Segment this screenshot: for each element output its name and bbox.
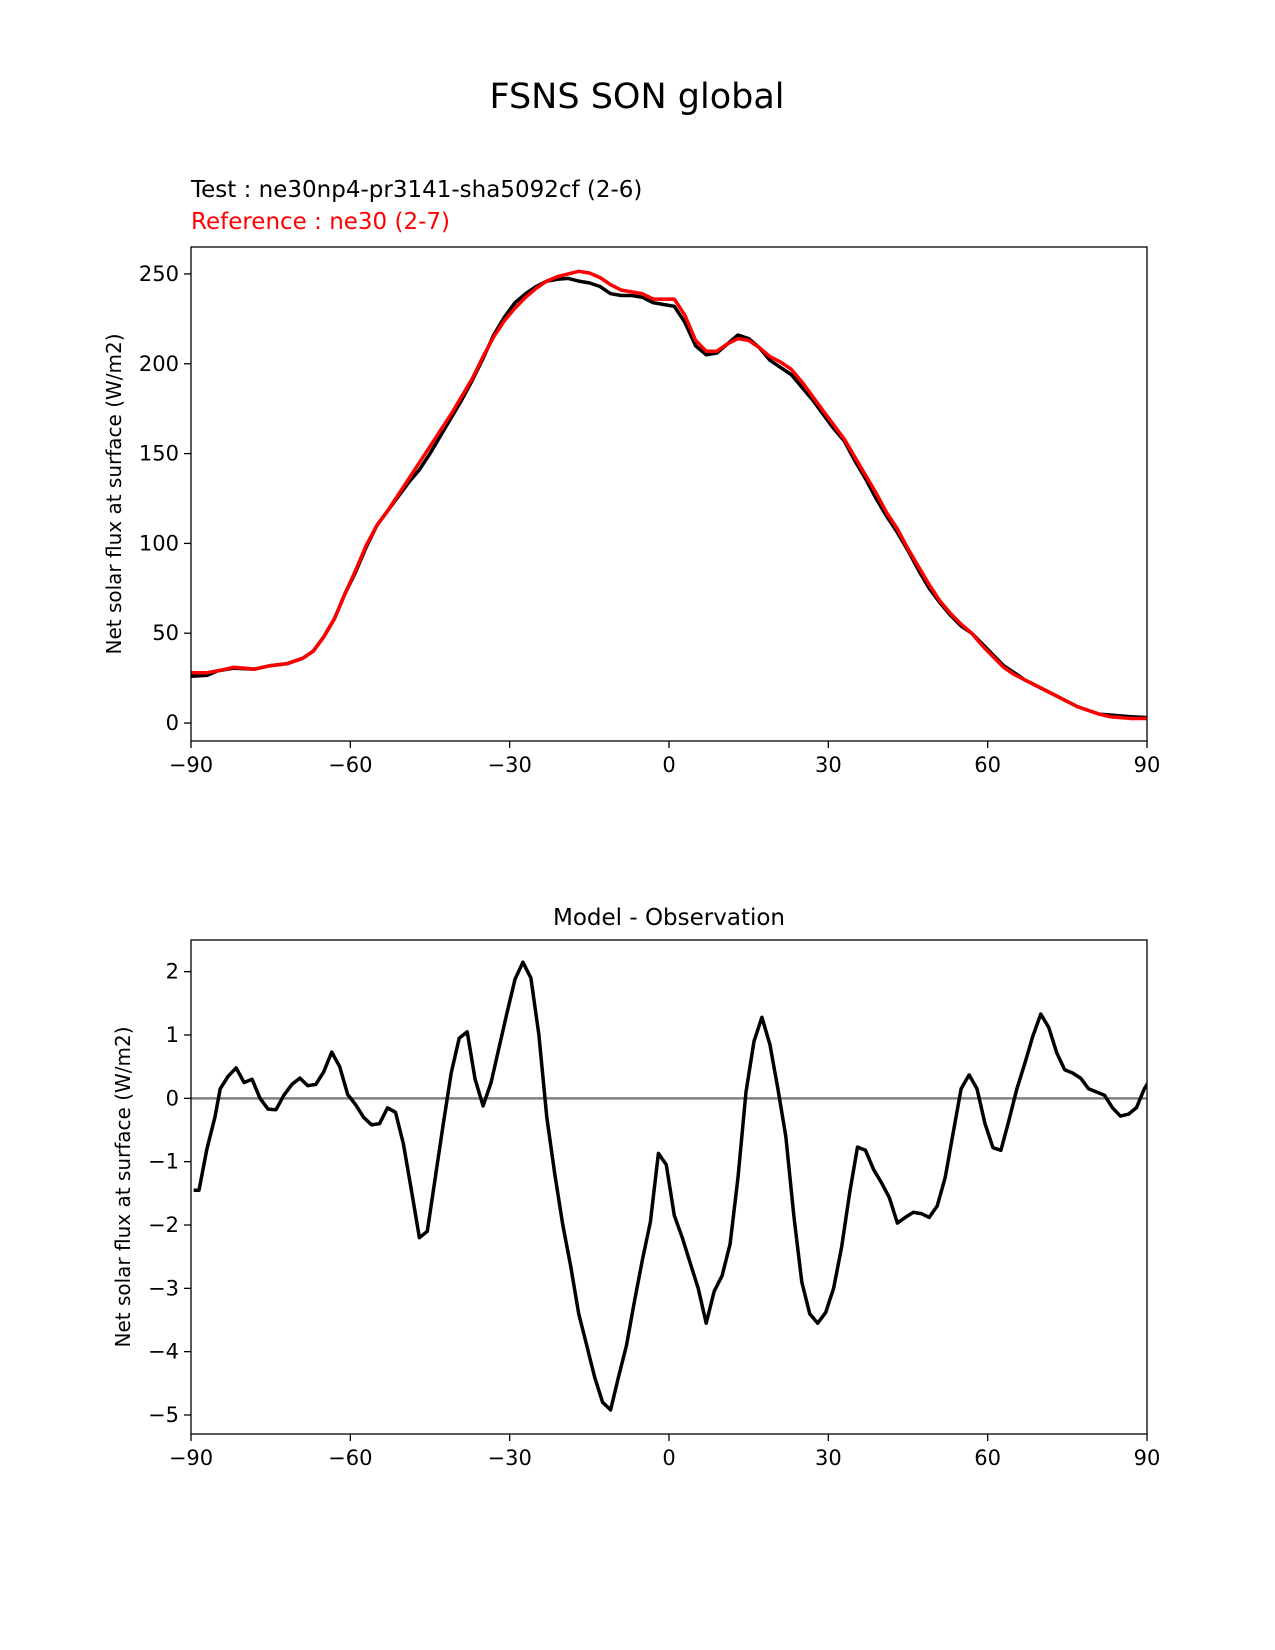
x-tick-label: 30 <box>815 753 842 777</box>
x-tick-label: 90 <box>1134 1446 1161 1470</box>
top-y-axis-label: Net solar flux at surface (W/m2) <box>102 333 126 654</box>
y-tick-label: 250 <box>139 262 179 286</box>
y-tick-label: 200 <box>139 352 179 376</box>
y-tick-label: 2 <box>166 960 179 984</box>
y-tick-label: −3 <box>148 1276 179 1300</box>
bottom-panel-title: Model - Observation <box>553 905 785 931</box>
x-tick-label: −60 <box>328 1446 372 1470</box>
series-line-reference <box>191 269 1147 721</box>
y-tick-label: 150 <box>139 442 179 466</box>
bottom-y-axis-label: Net solar flux at surface (W/m2) <box>111 1026 135 1347</box>
figure-title: FSNS SON global <box>489 77 784 117</box>
x-tick-label: −90 <box>169 753 213 777</box>
y-tick-label: 0 <box>166 711 179 735</box>
top-panel: Test : ne30np4-pr3141-sha5092cf (2-6) Re… <box>102 177 1160 777</box>
x-tick-label: −90 <box>169 1446 213 1470</box>
x-tick-label: 0 <box>662 753 675 777</box>
x-tick-label: 0 <box>662 1446 675 1470</box>
y-tick-label: 50 <box>152 621 179 645</box>
x-tick-label: −60 <box>328 753 372 777</box>
test-label: Test : ne30np4-pr3141-sha5092cf (2-6) <box>190 177 642 203</box>
reference-label: Reference : ne30 (2-7) <box>191 209 450 235</box>
x-tick-label: 60 <box>974 1446 1001 1470</box>
y-tick-label: 0 <box>166 1086 179 1110</box>
x-tick-label: 30 <box>815 1446 842 1470</box>
x-tick-label: 90 <box>1134 753 1161 777</box>
x-tick-label: −30 <box>488 753 532 777</box>
y-tick-label: 100 <box>139 531 179 555</box>
bottom-panel: Model - Observation −90 −60 −30 0 30 60 90 −5−… <box>111 905 1161 1470</box>
y-tick-label: −4 <box>148 1340 179 1364</box>
series-line-test <box>191 276 1147 720</box>
x-tick-label: 60 <box>974 753 1001 777</box>
y-tick-label: 1 <box>166 1023 179 1047</box>
y-tick-label: −5 <box>148 1403 179 1427</box>
x-tick-label: −30 <box>488 1446 532 1470</box>
y-tick-label: −1 <box>148 1150 179 1174</box>
y-tick-label: −2 <box>148 1213 179 1237</box>
series-line-model-observation <box>193 960 1147 1412</box>
